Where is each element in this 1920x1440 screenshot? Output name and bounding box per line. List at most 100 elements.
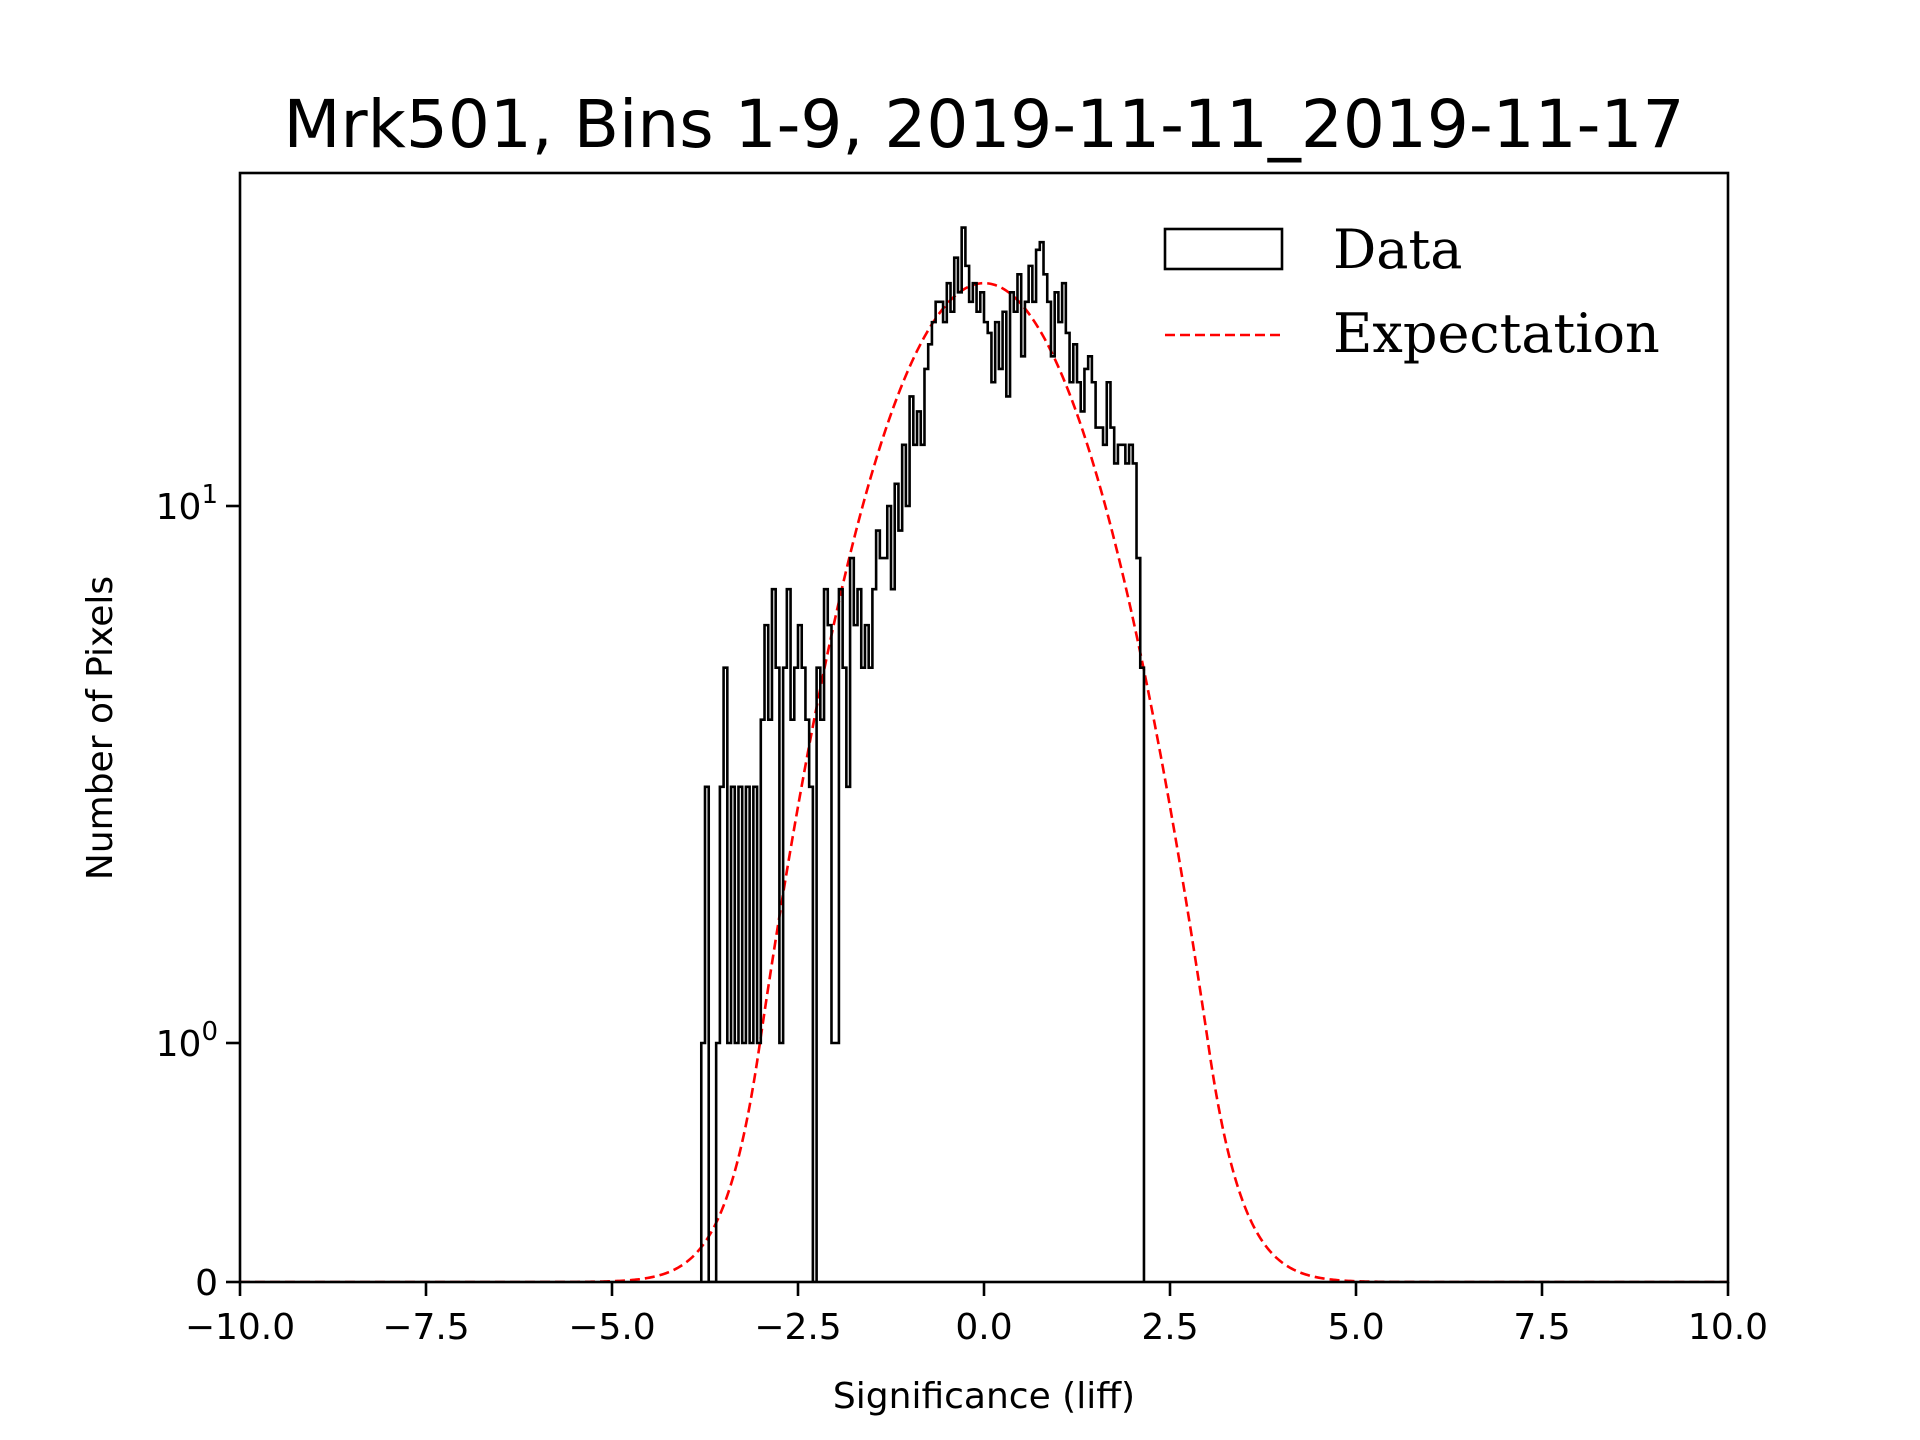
histogram-bin [1029, 266, 1033, 1282]
histogram-bin [1125, 463, 1129, 1282]
histogram-bin [980, 292, 984, 1282]
histogram-bin [861, 668, 865, 1282]
histogram-bin [1003, 312, 1007, 1282]
histogram-bin [791, 720, 795, 1282]
histogram-bin [858, 589, 862, 1282]
histogram-bin [991, 382, 995, 1282]
histogram-bin [928, 344, 932, 1282]
histogram-bin [846, 787, 850, 1282]
x-tick-label: 7.5 [1513, 1307, 1570, 1348]
legend-expectation-label: Expectation [1333, 302, 1660, 365]
data-histogram [699, 226, 1146, 1282]
x-tick-label: −10.0 [185, 1307, 295, 1348]
histogram-bin [995, 322, 999, 1282]
x-axis-label: Significance (liff) [833, 1376, 1135, 1417]
y-axis-label: Number of Pixels [80, 576, 121, 880]
histogram-bin [794, 668, 798, 1282]
histogram-bin [1122, 445, 1126, 1282]
histogram-bin [906, 506, 910, 1282]
histogram-bin [1070, 382, 1074, 1282]
histogram-bin [936, 302, 940, 1282]
legend-data-swatch [1163, 227, 1284, 271]
histogram-bin [865, 625, 869, 1282]
histogram-bin [1051, 356, 1055, 1282]
histogram-bin [805, 720, 809, 1282]
histogram-bin [1110, 428, 1114, 1282]
histogram-bin [898, 531, 902, 1282]
histogram-bin [798, 625, 802, 1282]
chart-title: Mrk501, Bins 1-9, 2019-11-11_2019-11-17 [284, 86, 1685, 163]
histogram-bin [820, 720, 824, 1282]
histogram-bin [1044, 274, 1048, 1282]
histogram-bin [742, 1043, 746, 1282]
histogram-bin [1077, 382, 1081, 1282]
histogram-bin [902, 445, 906, 1282]
histogram-bin [954, 258, 958, 1282]
histogram-bins [701, 228, 1144, 1282]
histogram-bin [779, 1043, 783, 1282]
histogram-bin [1066, 333, 1070, 1282]
x-tick-label: 0.0 [955, 1307, 1012, 1348]
histogram-bin [1118, 445, 1122, 1282]
histogram-bin [1010, 292, 1014, 1282]
histogram-bin [910, 396, 914, 1282]
histogram-bin [1099, 428, 1103, 1282]
histogram-bin [917, 411, 921, 1282]
histogram-bin [1021, 356, 1025, 1282]
histogram-bin [1017, 274, 1021, 1282]
histogram-bin [757, 1043, 761, 1282]
histogram-bin [854, 625, 858, 1282]
histogram-bin [765, 625, 769, 1282]
histogram-bin [887, 506, 891, 1282]
expectation-curve [240, 281, 1728, 1282]
histogram-bin [876, 531, 880, 1282]
histogram-bin [1092, 382, 1096, 1282]
histogram-bin [924, 369, 928, 1282]
histogram-bin [1047, 302, 1051, 1282]
histogram-bin [1014, 312, 1018, 1282]
histogram-bin [962, 228, 966, 1282]
histogram-bin [750, 1043, 754, 1282]
x-axis: −10.0 −7.5 −5.0 −2.5 0.0 2.5 5.0 7.5 10.0 [185, 1282, 1768, 1348]
x-tick-label: 5.0 [1327, 1307, 1384, 1348]
y-tick-label: 0 [195, 1263, 218, 1304]
histogram-bin [988, 333, 992, 1282]
x-tick-label: 10.0 [1688, 1307, 1768, 1348]
histogram-bin [727, 1043, 731, 1282]
histogram-bin [984, 322, 988, 1282]
histogram-bin [768, 720, 772, 1282]
histogram-bin [913, 445, 917, 1282]
histogram-bin [951, 312, 955, 1282]
histogram-bin [1058, 322, 1062, 1282]
histogram-bin [1114, 463, 1118, 1282]
x-tick-label: −2.5 [754, 1307, 841, 1348]
histogram-bin [921, 445, 925, 1282]
histogram-bin [1096, 428, 1100, 1282]
histogram-bin [880, 558, 884, 1282]
y-tick-label: 101 [156, 480, 218, 528]
histogram-bin [932, 322, 936, 1282]
histogram-bin [1006, 396, 1010, 1282]
histogram-bin [1055, 292, 1059, 1282]
histogram-bin [891, 589, 895, 1282]
x-tick-label: 2.5 [1141, 1307, 1198, 1348]
histogram-bin [1040, 242, 1044, 1282]
histogram-bin [835, 1043, 839, 1282]
y-tick-label: 100 [156, 1017, 218, 1065]
legend: Data Expectation [1163, 218, 1660, 365]
legend-data-label: Data [1333, 218, 1462, 281]
x-tick-label: −5.0 [568, 1307, 655, 1348]
histogram-bin [939, 302, 943, 1282]
histogram-bin [831, 1043, 835, 1282]
x-tick-label: −7.5 [382, 1307, 469, 1348]
histogram-bin [1088, 356, 1092, 1282]
histogram-bin [1073, 344, 1077, 1282]
histogram-bin [943, 322, 947, 1282]
histogram-bin [958, 292, 962, 1282]
histogram-bin [1025, 302, 1029, 1282]
histogram-bin [969, 302, 973, 1282]
y-axis: 0 100 101 [156, 480, 240, 1304]
histogram-bin [1036, 250, 1040, 1282]
histogram-bin [1081, 411, 1085, 1282]
histogram-bin [872, 589, 876, 1282]
